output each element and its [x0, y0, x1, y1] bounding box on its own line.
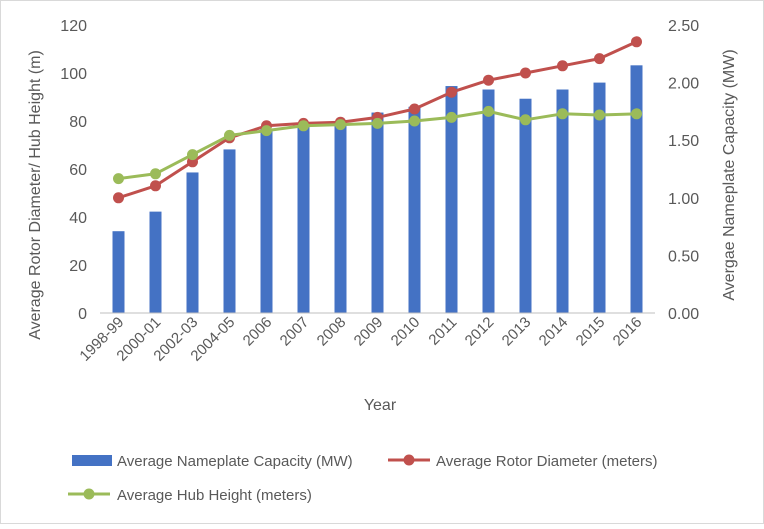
capacity-bar — [408, 106, 421, 314]
capacity-bar — [630, 65, 643, 313]
rotor-diameter-point — [409, 103, 420, 115]
x-tick-label: 2016 — [610, 314, 646, 350]
capacity-bar — [334, 122, 347, 313]
x-tick-label: 2011 — [425, 314, 460, 349]
left-tick-label: 60 — [69, 162, 87, 179]
rotor-diameter-point — [113, 192, 124, 204]
rotor-diameter-point — [483, 74, 494, 86]
legend-swatch-hub-marker — [83, 488, 95, 500]
capacity-bar — [556, 89, 569, 314]
rotor-diameter-point — [150, 180, 161, 192]
capacity-bar — [593, 82, 606, 313]
rotor-diameter-point — [557, 60, 568, 72]
bar-series — [112, 65, 643, 314]
hub-height-point — [446, 111, 457, 123]
x-axis-title: Year — [364, 397, 397, 414]
left-tick-label: 120 — [60, 18, 87, 35]
hub-height-point — [113, 173, 124, 185]
legend-label-hub: Average Hub Height (meters) — [117, 487, 312, 504]
right-axis-title: Avergae Nameplate Capacity (MW) — [721, 49, 738, 300]
line-series — [113, 36, 642, 204]
hub-height-point — [372, 117, 383, 129]
legend-swatch-capacity — [72, 455, 112, 466]
rotor-diameter-point — [446, 86, 457, 98]
x-tick-label: 2009 — [351, 314, 387, 350]
rotor-diameter-point — [594, 53, 605, 65]
legend-swatch-rotor-marker — [403, 454, 415, 466]
x-tick-label: 2013 — [499, 314, 535, 350]
capacity-bar — [482, 89, 495, 314]
hub-height-point — [150, 168, 161, 180]
hub-height-point — [261, 125, 272, 137]
hub-height-point — [483, 105, 494, 117]
capacity-bar — [519, 98, 532, 313]
x-tick-label: 2010 — [388, 314, 424, 350]
capacity-bar — [445, 86, 458, 313]
capacity-bar — [297, 122, 310, 313]
rotor-diameter-point — [631, 36, 642, 48]
legend: Average Nameplate Capacity (MW) Average R… — [68, 453, 657, 504]
left-axis-title: Average Rotor Diameter/ Hub Height (m) — [27, 50, 44, 340]
left-tick-label: 80 — [69, 114, 87, 131]
hub-height-point — [335, 119, 346, 131]
capacity-bar — [186, 172, 199, 313]
right-tick-label: 2.50 — [668, 18, 699, 35]
x-tick-label: 2015 — [573, 314, 609, 350]
left-tick-label: 0 — [78, 306, 87, 323]
left-tick-label: 100 — [60, 66, 87, 83]
left-tick-label: 20 — [69, 258, 87, 275]
hub-height-point — [594, 109, 605, 121]
right-tick-label: 2.00 — [668, 76, 699, 93]
capacity-bar — [371, 112, 384, 313]
right-tick-label: 1.00 — [668, 191, 699, 208]
x-tick-label: 2014 — [536, 314, 572, 350]
x-tick-label: 2006 — [240, 314, 276, 350]
right-tick-label: 1.50 — [668, 133, 699, 150]
x-tick-label: 2007 — [277, 314, 313, 350]
left-axis-tick-labels: 0 20 40 60 80 100 120 — [60, 18, 87, 323]
x-tick-label: 2008 — [314, 314, 350, 350]
right-tick-label: 0.00 — [668, 306, 699, 323]
right-tick-label: 0.50 — [668, 248, 699, 265]
hub-height-point — [557, 108, 568, 120]
left-tick-label: 40 — [69, 210, 87, 227]
rotor-diameter-point — [520, 67, 531, 79]
capacity-bar — [223, 149, 236, 313]
legend-label-rotor: Average Rotor Diameter (meters) — [436, 453, 657, 470]
x-tick-label: 2012 — [462, 314, 498, 350]
capacity-bar — [112, 231, 125, 313]
hub-height-point — [520, 114, 531, 126]
hub-height-point — [298, 120, 309, 132]
capacity-bar — [149, 211, 162, 313]
capacity-bar — [260, 128, 273, 313]
hub-height-point — [631, 108, 642, 120]
right-axis-tick-labels: 0.00 0.50 1.00 1.50 2.00 2.50 — [668, 18, 699, 323]
hub-height-point — [409, 115, 420, 127]
hub-height-point — [224, 129, 235, 141]
legend-label-capacity: Average Nameplate Capacity (MW) — [117, 453, 353, 470]
hub-height-point — [187, 149, 198, 161]
